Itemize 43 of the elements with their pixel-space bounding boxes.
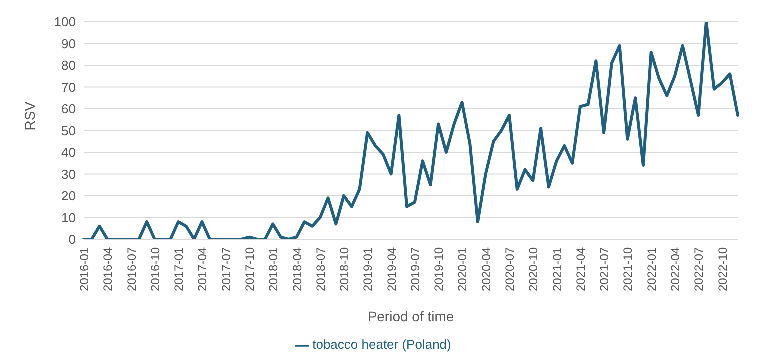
y-tick-label: 70 bbox=[62, 80, 76, 95]
x-axis-title: Period of time bbox=[368, 308, 454, 324]
x-tick-label: 2022-07 bbox=[692, 247, 706, 292]
x-tick-label: 2021-01 bbox=[550, 247, 564, 292]
y-tick-label: 0 bbox=[68, 232, 76, 248]
x-tick-label: 2019-10 bbox=[432, 247, 446, 292]
x-tick-label: 2022-10 bbox=[716, 247, 730, 292]
x-tick-label: 2020-10 bbox=[526, 247, 541, 292]
legend-label: tobacco heater (Poland) bbox=[312, 337, 452, 352]
x-tick-label: 2018-04 bbox=[290, 247, 304, 292]
x-tick-label: 2016-10 bbox=[148, 247, 162, 292]
x-tick-label: 2017-01 bbox=[172, 247, 186, 292]
x-tick-label: 2019-07 bbox=[408, 247, 422, 292]
x-tick-label: 2020-01 bbox=[456, 247, 470, 292]
x-tick-label: 2016-01 bbox=[78, 247, 92, 292]
x-tick-label: 2019-04 bbox=[384, 247, 399, 292]
line-series bbox=[82, 22, 740, 240]
y-tick-label: 100 bbox=[54, 14, 76, 30]
y-axis-title: RSV bbox=[22, 101, 38, 131]
x-tick-label: 2022-01 bbox=[644, 247, 659, 292]
x-tick-label: 2017-04 bbox=[196, 247, 210, 292]
x-tick-label: 2021-07 bbox=[598, 247, 612, 292]
x-tick-label: 2018-07 bbox=[314, 247, 328, 292]
x-tick-label: 2018-01 bbox=[266, 247, 281, 292]
x-tick-label: 2020-04 bbox=[479, 247, 494, 292]
x-tick-label: 2022-04 bbox=[668, 247, 682, 292]
y-tick-label: 40 bbox=[62, 145, 76, 160]
x-tick-label: 2017-07 bbox=[219, 247, 234, 292]
y-tick-label: 20 bbox=[62, 188, 76, 204]
y-tick-label: 60 bbox=[62, 102, 76, 117]
y-tick-label: 80 bbox=[62, 58, 76, 74]
y-tick-label: 10 bbox=[62, 210, 76, 226]
y-tick-label: 90 bbox=[62, 36, 76, 52]
x-tick-label: 2021-04 bbox=[574, 247, 588, 292]
x-tick-label: 2016-07 bbox=[124, 247, 139, 292]
x-tick-label: 2019-01 bbox=[361, 247, 376, 292]
x-tick-label: 2018-10 bbox=[338, 247, 352, 292]
y-tick-label: 50 bbox=[62, 123, 76, 138]
x-tick-label: 2017-10 bbox=[242, 247, 257, 292]
y-tick-label: 30 bbox=[62, 166, 76, 182]
x-tick-label: 2020-07 bbox=[503, 247, 518, 292]
x-tick-label: 2016-04 bbox=[101, 247, 116, 292]
x-tick-label: 2021-10 bbox=[621, 247, 636, 292]
